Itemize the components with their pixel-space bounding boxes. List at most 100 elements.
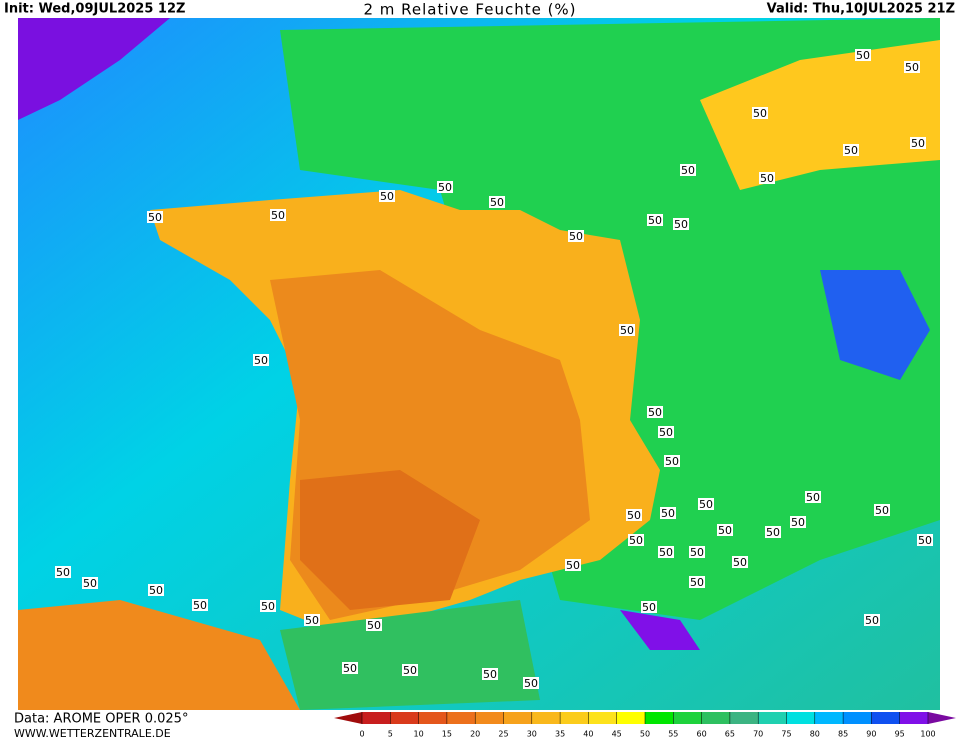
- colorbar-segment: [645, 712, 674, 724]
- contour-label-box: [855, 49, 871, 61]
- contour-label-box: [910, 137, 926, 149]
- colorbar-segment: [588, 712, 618, 724]
- contour-label: 50: [148, 211, 162, 224]
- colorbar-segment: [701, 712, 731, 724]
- contour-label-box: [843, 144, 859, 156]
- colorbar-segment: [871, 712, 901, 724]
- colorbar-segment: [418, 712, 448, 724]
- colorbar-tick-label: 60: [697, 730, 707, 739]
- colorbar-tick-label: 35: [555, 730, 565, 739]
- contour-label-box: [379, 190, 395, 202]
- contour-label: 50: [753, 107, 767, 120]
- colorbar-under: [334, 712, 362, 724]
- colorbar-segment: [843, 712, 872, 724]
- colorbar-tick-label: 85: [838, 730, 848, 739]
- contour-label-box: [805, 491, 821, 503]
- colorbar-segment: [729, 712, 759, 724]
- contour-label-box: [55, 566, 71, 578]
- contour-label: 50: [620, 324, 634, 337]
- contour-label-box: [864, 614, 880, 626]
- colorbar-tick-label: 0: [359, 730, 364, 739]
- contour-label-box: [917, 534, 933, 546]
- colorbar-segment: [673, 712, 703, 724]
- colorbar-segment: [475, 712, 504, 724]
- contour-label-box: [260, 600, 276, 612]
- contour-label: 50: [627, 509, 641, 522]
- contour-label-box: [342, 662, 358, 674]
- contour-label-box: [874, 504, 890, 516]
- contour-label: 50: [690, 546, 704, 559]
- contour-label-box: [664, 455, 680, 467]
- contour-label-box: [904, 61, 920, 73]
- colorbar-segment: [899, 712, 929, 724]
- contour-label: 50: [642, 601, 656, 614]
- contour-label-box: [626, 509, 642, 521]
- contour-label-box: [565, 559, 581, 571]
- colorbar-segment: [616, 712, 646, 724]
- contour-label: 50: [367, 619, 381, 632]
- contour-label-box: [641, 601, 657, 613]
- contour-label: 50: [865, 614, 879, 627]
- contour-label: 50: [674, 218, 688, 231]
- colorbar-tick-label: 55: [668, 730, 678, 739]
- contour-label-box: [732, 556, 748, 568]
- contour-label: 50: [305, 614, 319, 627]
- colorbar: 0 5 10 15 20 25 30 35 40 45 50 55 60 65 70 75 80 85 90 95 10…: [334, 712, 956, 739]
- contour-label-box: [658, 546, 674, 558]
- contour-label: 50: [380, 190, 394, 203]
- contour-labels: 50 50 50 50 50 50 50 50 50 50 50 50 50 50 50 50 50 50 50 50…: [55, 49, 933, 690]
- contour-label: 50: [690, 576, 704, 589]
- contour-label: 50: [193, 599, 207, 612]
- contour-label: 50: [569, 230, 583, 243]
- contour-label-box: [568, 230, 584, 242]
- contour-label: 50: [718, 524, 732, 537]
- colorbar-segment: [814, 712, 844, 724]
- colorbar-tick-label: 90: [866, 730, 876, 739]
- colorbar-tick-label: 65: [725, 730, 735, 739]
- contour-label-box: [619, 324, 635, 336]
- colorbar-segment: [560, 712, 589, 724]
- contour-label-box: [402, 664, 418, 676]
- contour-label-box: [192, 599, 208, 611]
- contour-label-box: [660, 507, 676, 519]
- contour-label-box: [698, 498, 714, 510]
- contour-label: 50: [766, 526, 780, 539]
- colorbar-tick-label: 20: [470, 730, 480, 739]
- contour-label-box: [482, 668, 498, 680]
- contour-label-box: [437, 181, 453, 193]
- colorbar-over: [928, 712, 956, 724]
- colorbar-segment: [531, 712, 561, 724]
- contour-label-box: [82, 577, 98, 589]
- contour-label-box: [765, 526, 781, 538]
- contour-label-box: [523, 677, 539, 689]
- colorbar-tick-label: 25: [498, 730, 508, 739]
- contour-label: 50: [149, 584, 163, 597]
- contour-label: 50: [661, 507, 675, 520]
- contour-label: 50: [905, 61, 919, 74]
- contour-label: 50: [681, 164, 695, 177]
- contour-label: 50: [629, 534, 643, 547]
- site-url: WWW.WETTERZENTRALE.DE: [14, 727, 171, 740]
- colorbar-segment: [503, 712, 533, 724]
- contour-label: 50: [403, 664, 417, 677]
- colorbar-tick-label: 75: [781, 730, 791, 739]
- colorbar-segment: [758, 712, 787, 724]
- map-title: 2 m Relative Feuchte (%): [363, 1, 576, 19]
- contour-label: 50: [659, 546, 673, 559]
- contour-label: 50: [659, 426, 673, 439]
- contour-label-box: [148, 584, 164, 596]
- contour-label: 50: [875, 504, 889, 517]
- colorbar-tick-label: 45: [612, 730, 622, 739]
- colorbar-tick-label: 10: [414, 730, 424, 739]
- contour-label: 50: [524, 677, 538, 690]
- contour-label-box: [673, 218, 689, 230]
- colorbar-tick-label: 80: [810, 730, 820, 739]
- contour-label-box: [270, 209, 286, 221]
- contour-label: 50: [261, 600, 275, 613]
- contour-label-box: [790, 516, 806, 528]
- contour-label: 50: [648, 406, 662, 419]
- colorbar-tick-label: 40: [583, 730, 593, 739]
- contour-label: 50: [856, 49, 870, 62]
- contour-label-box: [253, 354, 269, 366]
- contour-label-box: [658, 426, 674, 438]
